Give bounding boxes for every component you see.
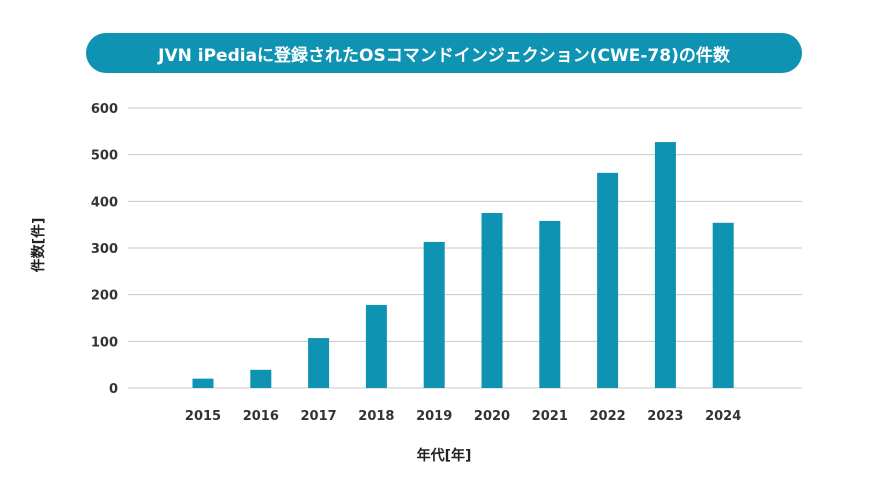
x-tick-label: 2018	[358, 409, 394, 424]
x-tick-label: 2022	[590, 409, 626, 424]
bar	[539, 220, 561, 388]
y-tick-label: 500	[91, 149, 118, 164]
x-tick-label: 2019	[416, 409, 452, 424]
x-tick-label: 2020	[474, 409, 510, 424]
chart-title-banner: JVN iPediaに登録されたOSコマンドインジェクション(CWE-78)の件…	[86, 33, 802, 73]
y-tick-label: 600	[91, 102, 118, 117]
bar	[250, 369, 272, 388]
x-tick-label: 2023	[647, 409, 683, 424]
bar	[423, 241, 445, 388]
chart-title: JVN iPediaに登録されたOSコマンドインジェクション(CWE-78)の件…	[158, 45, 730, 66]
bar	[308, 338, 330, 388]
y-axis-label: 件数[件]	[31, 217, 47, 273]
bar	[597, 172, 619, 388]
y-tick-label: 100	[91, 335, 118, 350]
x-axis-label: 年代[年]	[416, 448, 472, 464]
bar	[712, 222, 734, 388]
x-tick-label: 2016	[243, 409, 279, 424]
bar	[654, 142, 676, 388]
x-tick-label: 2015	[185, 409, 221, 424]
bar	[481, 213, 503, 388]
y-tick-label: 300	[91, 242, 118, 257]
bar	[365, 304, 387, 388]
y-tick-label: 200	[91, 289, 118, 304]
x-tick-label: 2017	[301, 409, 337, 424]
x-tick-label: 2021	[532, 409, 568, 424]
y-tick-label: 0	[109, 382, 118, 397]
x-tick-label: 2024	[705, 409, 741, 424]
bar	[192, 378, 214, 388]
y-tick-label: 400	[91, 195, 118, 210]
